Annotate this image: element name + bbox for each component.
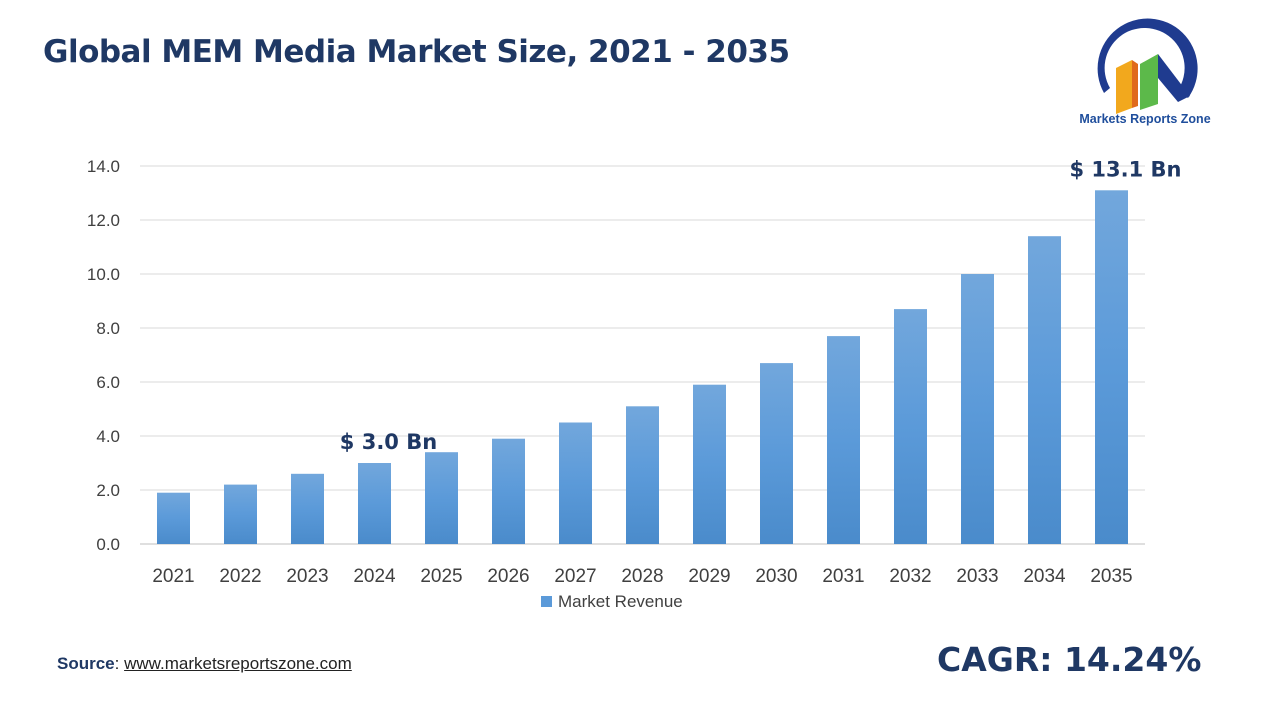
bar-2029 <box>693 384 726 544</box>
source-link[interactable]: www.marketsreportszone.com <box>124 654 352 673</box>
x-tick-label: 2029 <box>688 566 730 587</box>
y-tick-label: 6.0 <box>96 373 120 392</box>
x-tick-label: 2032 <box>889 566 931 587</box>
logo-icon <box>1097 18 1198 114</box>
bar-2030 <box>760 363 793 544</box>
cagr-label: CAGR: 14.24% <box>937 640 1202 679</box>
legend-swatch <box>541 596 552 607</box>
bar-2026 <box>492 438 525 544</box>
x-tick-label: 2023 <box>286 566 328 587</box>
logo-text: Markets Reports Zone <box>1079 112 1211 126</box>
x-tick-label: 2021 <box>152 566 194 587</box>
bar-2034 <box>1028 236 1061 544</box>
y-tick-label: 0.0 <box>96 535 120 554</box>
y-tick-label: 2.0 <box>96 481 120 500</box>
y-tick-label: 12.0 <box>87 211 120 230</box>
legend-label: Market Revenue <box>558 592 683 611</box>
x-tick-label: 2026 <box>487 566 529 587</box>
data-label: $ 13.1 Bn <box>1069 157 1181 181</box>
bar-2033 <box>961 274 994 544</box>
x-tick-label: 2027 <box>554 566 596 587</box>
x-tick-label: 2028 <box>621 566 663 587</box>
source-note: Source: www.marketsreportszone.com <box>57 654 352 673</box>
page-title: Global MEM Media Market Size, 2021 - 203… <box>43 34 790 70</box>
x-tick-label: 2025 <box>420 566 462 587</box>
y-tick-label: 10.0 <box>87 265 120 284</box>
y-tick-label: 4.0 <box>96 427 120 446</box>
x-tick-label: 2024 <box>353 566 396 587</box>
y-tick-label: 8.0 <box>96 319 120 338</box>
bar-2021 <box>157 492 190 544</box>
x-tick-label: 2031 <box>822 566 864 587</box>
data-label: $ 3.0 Bn <box>340 430 437 454</box>
bar-2023 <box>291 473 324 544</box>
x-tick-label: 2033 <box>956 566 998 587</box>
bar-2028 <box>626 406 659 544</box>
bar-2025 <box>425 452 458 544</box>
source-label: Source <box>57 654 115 673</box>
x-tick-label: 2035 <box>1090 566 1132 587</box>
x-tick-label: 2034 <box>1023 566 1066 587</box>
x-tick-label: 2030 <box>755 566 797 587</box>
bar-2031 <box>827 336 860 544</box>
bar-2022 <box>224 484 257 544</box>
bar-2027 <box>559 422 592 544</box>
y-tick-label: 14.0 <box>87 157 120 176</box>
bar-2032 <box>894 309 927 544</box>
bar-2035 <box>1095 190 1128 545</box>
x-tick-label: 2022 <box>219 566 261 587</box>
bar-2024 <box>358 463 391 544</box>
